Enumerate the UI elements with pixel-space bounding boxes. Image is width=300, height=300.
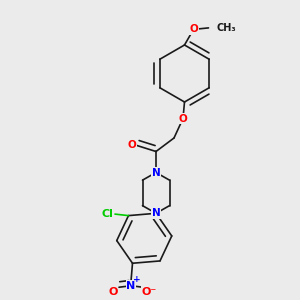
Text: O: O — [108, 287, 118, 297]
Text: N: N — [152, 208, 160, 218]
Text: O: O — [189, 24, 198, 34]
Text: N: N — [126, 281, 136, 291]
Text: Cl: Cl — [102, 209, 113, 219]
Text: O⁻: O⁻ — [141, 287, 157, 297]
Text: +: + — [133, 275, 141, 284]
Text: O: O — [128, 140, 136, 150]
Text: CH₃: CH₃ — [216, 23, 236, 33]
Text: N: N — [152, 167, 160, 178]
Text: O: O — [178, 113, 188, 124]
